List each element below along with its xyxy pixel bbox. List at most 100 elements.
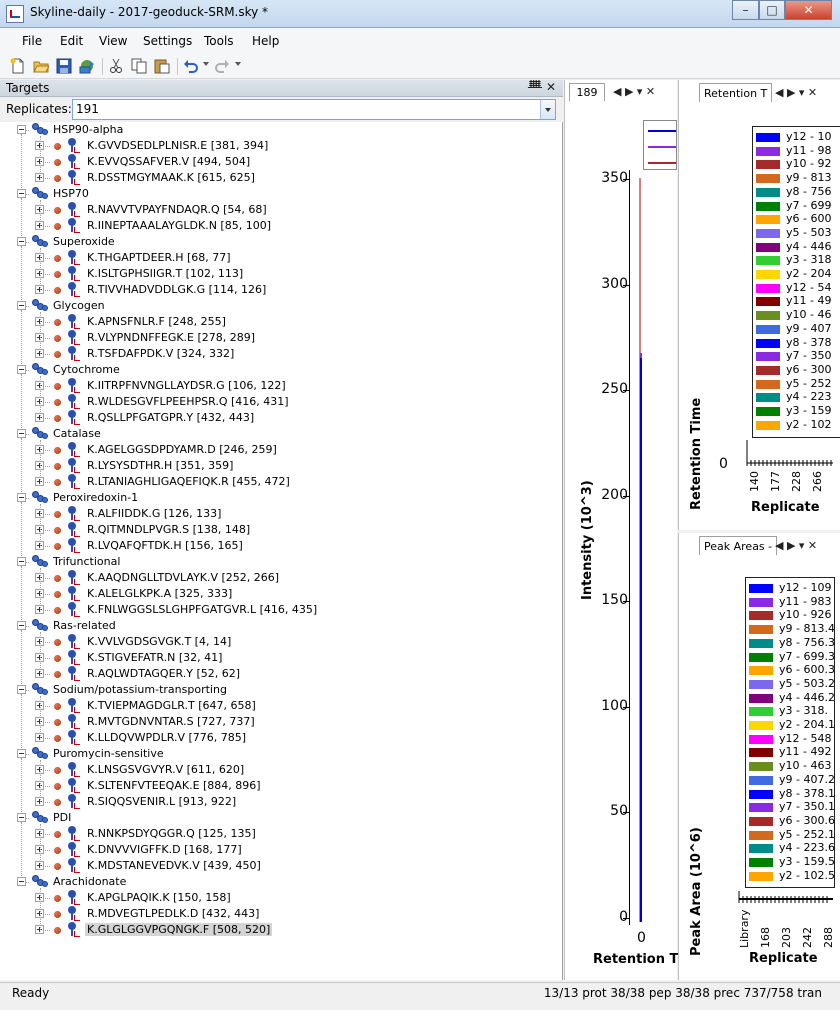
expand-icon[interactable] xyxy=(35,733,44,742)
close-panel-icon[interactable]: ✕ xyxy=(546,80,557,94)
expand-icon[interactable] xyxy=(35,333,44,342)
expand-icon[interactable] xyxy=(35,173,44,182)
peptide-row[interactable]: K.IITRPFNVNGLLAYDSR.G [106, 122] xyxy=(0,378,560,394)
protein-row[interactable]: Arachidonate xyxy=(0,874,560,890)
peptide-row[interactable]: R.ALFIIDDK.G [126, 133] xyxy=(0,506,560,522)
peptide-row[interactable]: K.GLGLGGVPGQNGK.F [508, 520] xyxy=(0,922,560,938)
expand-icon[interactable] xyxy=(35,669,44,678)
menu-settings[interactable]: Settings xyxy=(143,34,193,48)
retention-time-tab-controls[interactable]: ◀ ▶ ▾ ✕ xyxy=(775,86,818,99)
expand-icon[interactable] xyxy=(35,461,44,470)
protein-row[interactable]: Trifunctional xyxy=(0,554,560,570)
collapse-icon[interactable] xyxy=(17,365,26,374)
protein-row[interactable]: Glycogen xyxy=(0,298,560,314)
expand-icon[interactable] xyxy=(35,221,44,230)
tab-chromatogram-189[interactable]: 189 xyxy=(569,83,605,101)
menu-help[interactable]: Help xyxy=(252,34,280,48)
menu-tools[interactable]: Tools xyxy=(204,34,234,48)
expand-icon[interactable] xyxy=(35,701,44,710)
expand-icon[interactable] xyxy=(35,925,44,934)
collapse-icon[interactable] xyxy=(17,685,26,694)
peptide-row[interactable]: R.QITMNDLPVGR.S [138, 148] xyxy=(0,522,560,538)
expand-icon[interactable] xyxy=(35,765,44,774)
pin-icon[interactable]: ᚙ xyxy=(528,80,542,94)
peptide-row[interactable]: K.THGAPTDEER.H [68, 77] xyxy=(0,250,560,266)
protein-row[interactable]: PDI xyxy=(0,810,560,826)
peptide-row[interactable]: R.SIQQSVENIR.L [913, 922] xyxy=(0,794,560,810)
minimize-button[interactable]: – xyxy=(732,0,759,20)
expand-icon[interactable] xyxy=(35,541,44,550)
protein-row[interactable]: Superoxide xyxy=(0,234,560,250)
expand-icon[interactable] xyxy=(35,605,44,614)
save-icon[interactable] xyxy=(56,58,72,74)
expand-icon[interactable] xyxy=(35,909,44,918)
peptide-row[interactable]: K.GVVDSEDLPLNISR.E [381, 394] xyxy=(0,138,560,154)
collapse-icon[interactable] xyxy=(17,301,26,310)
peptide-row[interactable]: R.AQLWDTAGQER.Y [52, 62] xyxy=(0,666,560,682)
peptide-row[interactable]: R.QSLLPFGATGPR.Y [432, 443] xyxy=(0,410,560,426)
protein-row[interactable]: HSP90-alpha xyxy=(0,122,560,138)
menu-file[interactable]: File xyxy=(22,34,43,48)
peptide-row[interactable]: K.LNSGSVGVYR.V [611, 620] xyxy=(0,762,560,778)
protein-row[interactable]: Peroxiredoxin-1 xyxy=(0,490,560,506)
redo-dropdown-icon[interactable] xyxy=(235,62,241,66)
peptide-row[interactable]: K.DNVVVIGFFK.D [168, 177] xyxy=(0,842,560,858)
expand-icon[interactable] xyxy=(35,269,44,278)
expand-icon[interactable] xyxy=(35,253,44,262)
protein-row[interactable]: Catalase xyxy=(0,426,560,442)
chromatogram-tab-controls[interactable]: ◀ ▶ ▾ ✕ xyxy=(613,85,656,98)
undo-icon[interactable] xyxy=(183,58,199,74)
expand-icon[interactable] xyxy=(35,525,44,534)
expand-icon[interactable] xyxy=(35,845,44,854)
expand-icon[interactable] xyxy=(35,893,44,902)
expand-icon[interactable] xyxy=(35,861,44,870)
undo-dropdown-icon[interactable] xyxy=(203,62,209,66)
collapse-icon[interactable] xyxy=(17,749,26,758)
dropdown-arrow-icon[interactable] xyxy=(540,100,555,119)
peak-areas-tab-controls[interactable]: ◀ ▶ ▾ ✕ xyxy=(775,539,818,552)
expand-icon[interactable] xyxy=(35,653,44,662)
peptide-row[interactable]: K.EVVQSSAFVER.V [494, 504] xyxy=(0,154,560,170)
collapse-icon[interactable] xyxy=(17,621,26,630)
peptide-row[interactable]: K.VVLVGDSGVGK.T [4, 14] xyxy=(0,634,560,650)
peptide-row[interactable]: R.NAVVTVPAYFNDAQR.Q [54, 68] xyxy=(0,202,560,218)
expand-icon[interactable] xyxy=(35,797,44,806)
peptide-row[interactable]: R.LYSYSDTHR.H [351, 359] xyxy=(0,458,560,474)
peptide-row[interactable]: R.TSFDAFPDK.V [324, 332] xyxy=(0,346,560,362)
expand-icon[interactable] xyxy=(35,477,44,486)
collapse-icon[interactable] xyxy=(17,429,26,438)
protein-row[interactable]: Cytochrome xyxy=(0,362,560,378)
collapse-icon[interactable] xyxy=(17,493,26,502)
peptide-row[interactable]: K.LLDQVWPDLR.V [776, 785] xyxy=(0,730,560,746)
peptide-row[interactable]: K.STIGVEFATR.N [32, 41] xyxy=(0,650,560,666)
expand-icon[interactable] xyxy=(35,509,44,518)
collapse-icon[interactable] xyxy=(17,237,26,246)
collapse-icon[interactable] xyxy=(17,877,26,886)
expand-icon[interactable] xyxy=(35,637,44,646)
tab-peak-areas[interactable]: Peak Areas - xyxy=(699,536,778,555)
expand-icon[interactable] xyxy=(35,381,44,390)
peptide-row[interactable]: K.APGLPAQIK.K [150, 158] xyxy=(0,890,560,906)
peptide-row[interactable]: K.AAQDNGLLTDVLAYK.V [252, 266] xyxy=(0,570,560,586)
protein-row[interactable]: Sodium/potassium-transporting xyxy=(0,682,560,698)
expand-icon[interactable] xyxy=(35,413,44,422)
redo-icon[interactable] xyxy=(214,58,230,74)
menu-edit[interactable]: Edit xyxy=(60,34,84,48)
expand-icon[interactable] xyxy=(35,317,44,326)
expand-icon[interactable] xyxy=(35,157,44,166)
peptide-row[interactable]: K.ISLTGPHSIIGR.T [102, 113] xyxy=(0,266,560,282)
peptide-row[interactable]: R.MDVEGTLPEDLK.D [432, 443] xyxy=(0,906,560,922)
peptide-row[interactable]: R.LVQAFQFTDK.H [156, 165] xyxy=(0,538,560,554)
peptide-row[interactable]: K.SLTENFVTEEQAK.E [884, 896] xyxy=(0,778,560,794)
peptide-row[interactable]: K.ALELGLKPK.A [325, 333] xyxy=(0,586,560,602)
collapse-icon[interactable] xyxy=(17,557,26,566)
expand-icon[interactable] xyxy=(35,781,44,790)
peptide-row[interactable]: R.VLYPNDNFFEGK.E [278, 289] xyxy=(0,330,560,346)
collapse-icon[interactable] xyxy=(17,125,26,134)
expand-icon[interactable] xyxy=(35,285,44,294)
copy-icon[interactable] xyxy=(131,58,147,74)
peptide-row[interactable]: R.LTANIAGHLIGAQEFIQK.R [455, 472] xyxy=(0,474,560,490)
peptide-row[interactable]: R.WLDESGVFLPEEHPSR.Q [416, 431] xyxy=(0,394,560,410)
peptide-row[interactable]: K.APNSFNLR.F [248, 255] xyxy=(0,314,560,330)
expand-icon[interactable] xyxy=(35,141,44,150)
